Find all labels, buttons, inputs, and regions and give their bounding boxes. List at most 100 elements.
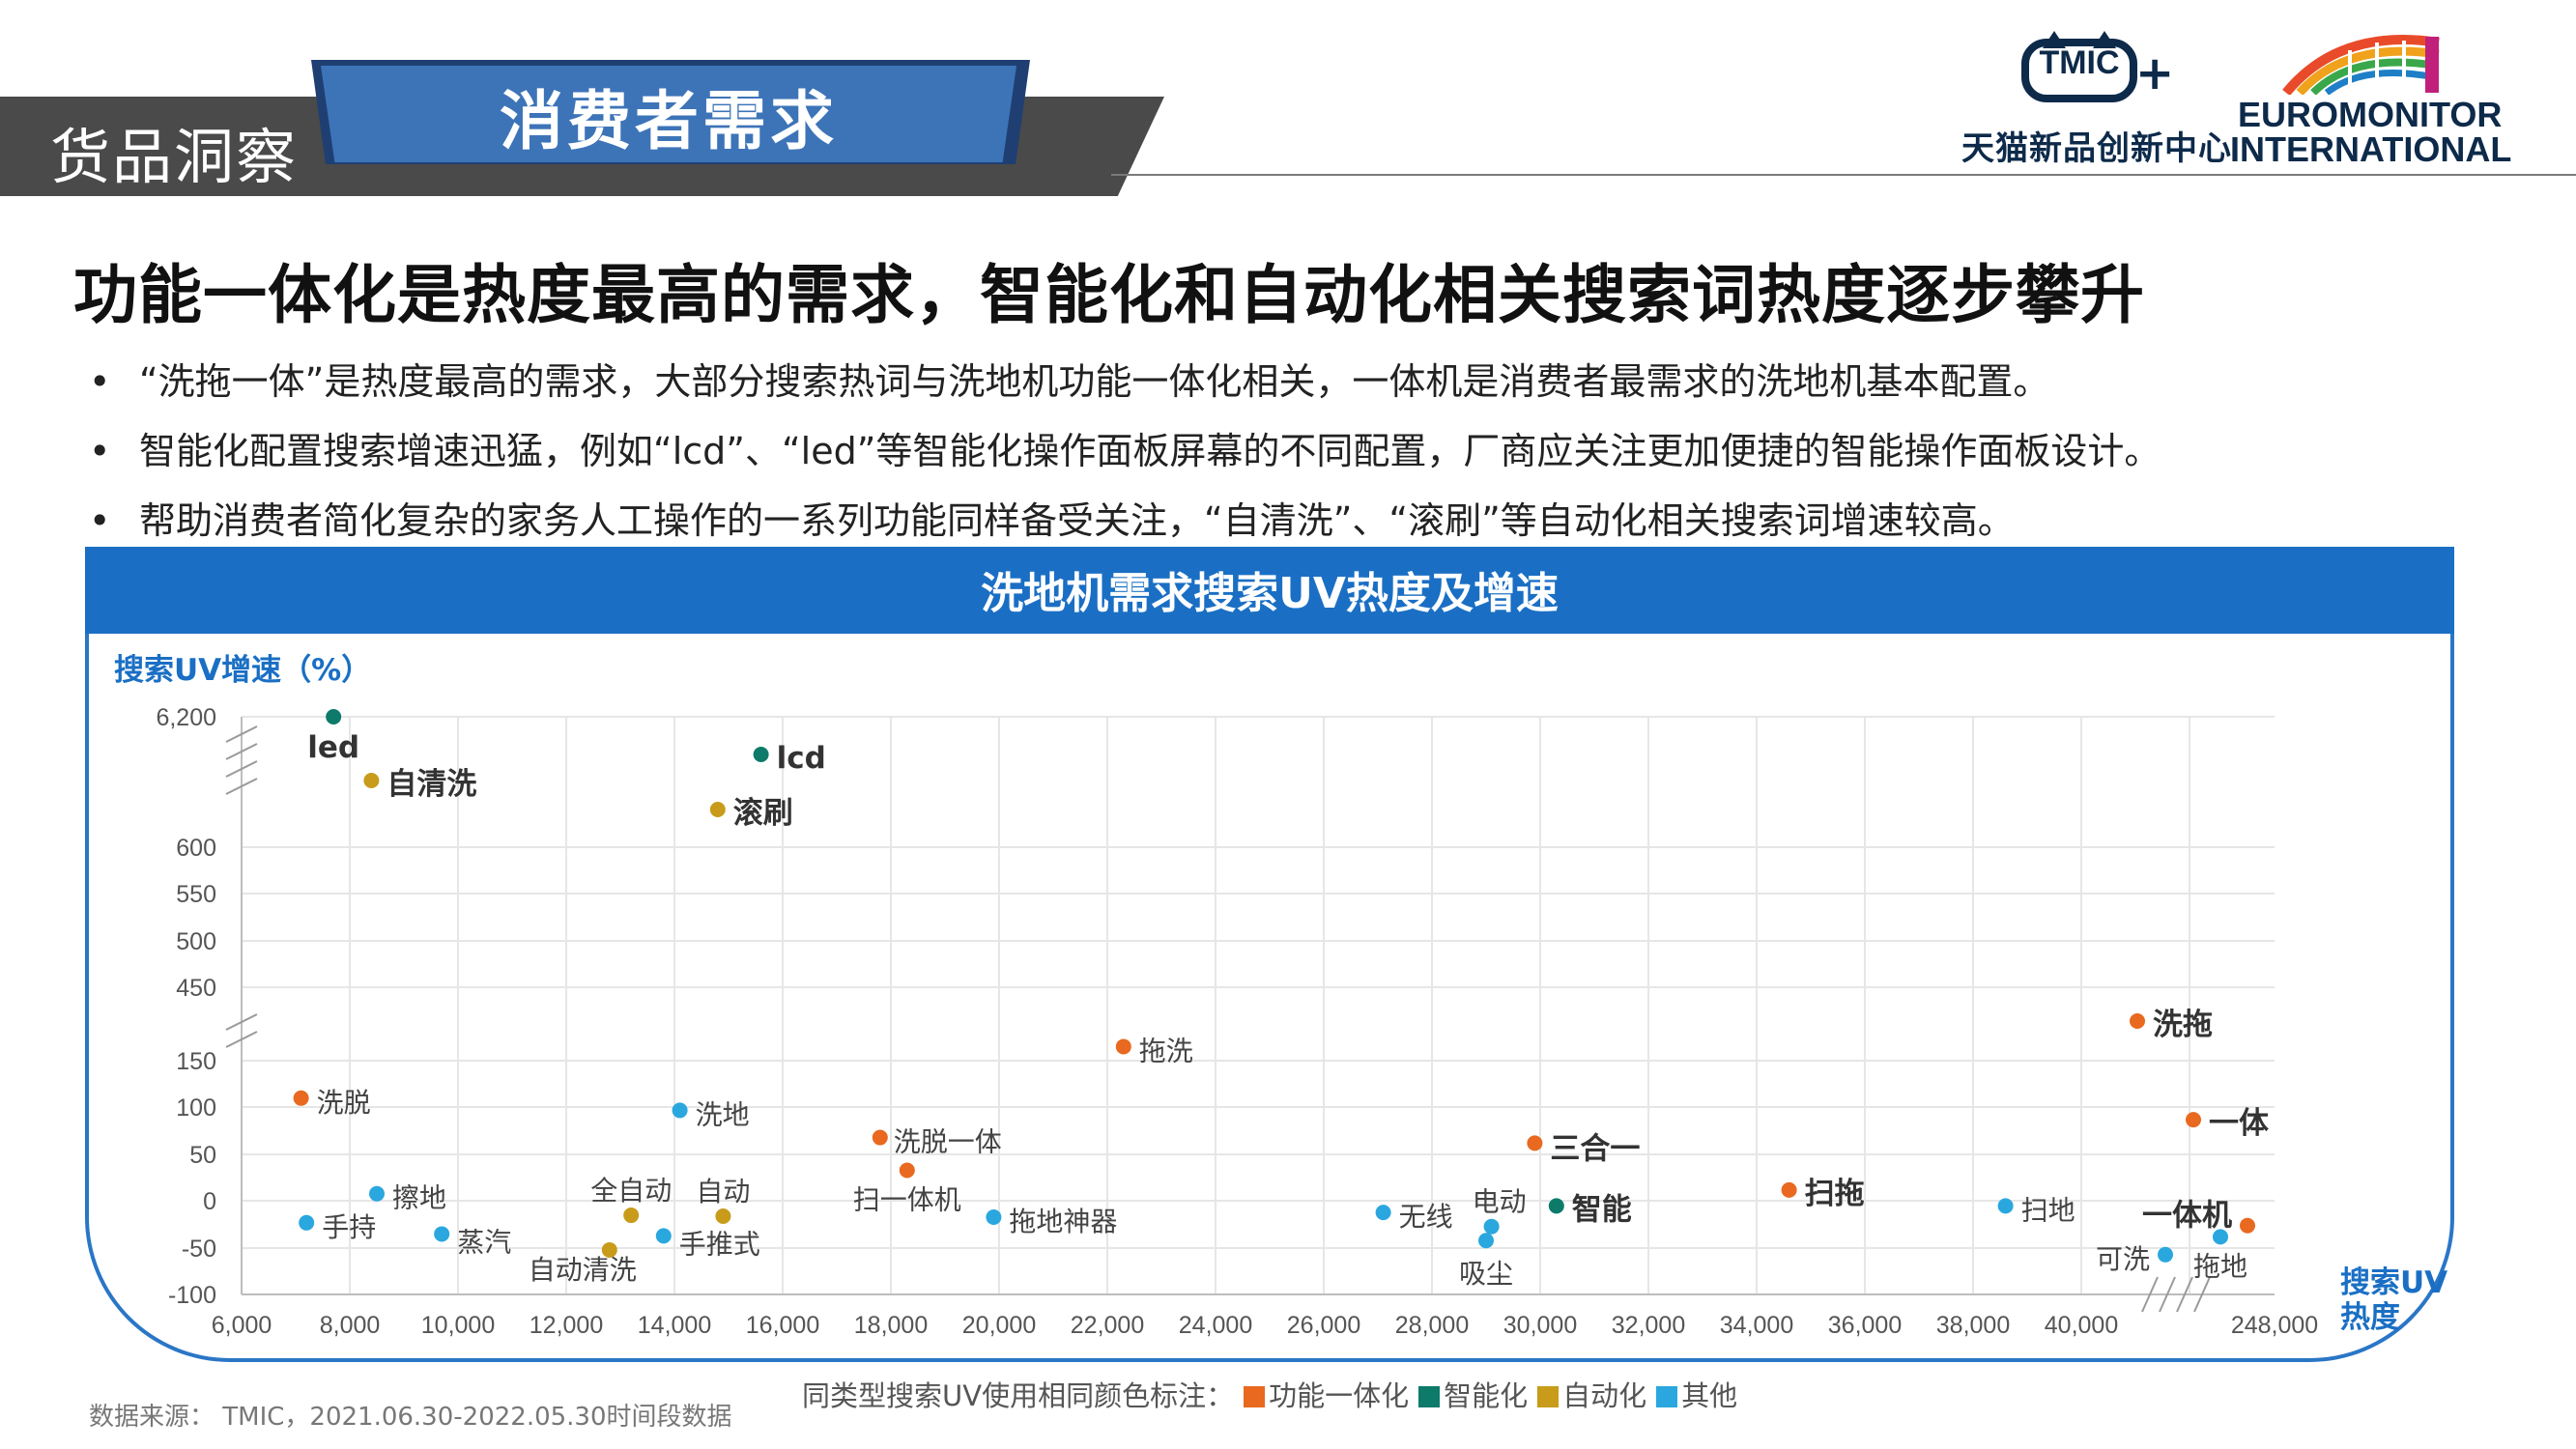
data-label: 手持 [322,1211,376,1243]
y-axis-break-mark [225,778,258,795]
x-tick-label: 16,000 [746,1312,819,1339]
data-point [2240,1217,2255,1234]
x-tick-label: 30,000 [1503,1312,1577,1339]
chart-header-bar [85,547,2454,634]
data-source-note: 数据来源： TMIC，2021.06.30-2022.05.30时间段数据 [89,1403,732,1432]
y-axis-break-mark [225,743,258,760]
legend-swatch [1418,1386,1441,1407]
data-point [899,1162,915,1179]
legend-swatch [1244,1386,1266,1407]
x-tick-label: 22,000 [1071,1312,1144,1339]
x-axis-break-mark [2159,1276,2176,1313]
bullet-item: • 智能化配置搜索增速迅猛，例如“lcd”、“led”等智能化操作面板屏幕的不同配… [89,421,2161,474]
y-axis-break-mark [225,1031,258,1048]
y-axis-break-mark [225,725,258,743]
y-tick-label: 600 [176,835,216,862]
data-label: 一体 [2209,1106,2269,1141]
y-tick-label: -50 [182,1236,216,1263]
bullet-text: 智能化配置搜索增速迅猛，例如“lcd”、“led”等智能化操作面板屏幕的不同配置… [139,430,2161,472]
tmic-logo-text: TMIC [2039,44,2120,81]
data-point [709,802,726,817]
data-point [434,1226,450,1242]
x-axis-break-mark [2141,1276,2159,1313]
data-label: 扫一体机 [853,1183,961,1215]
x-tick-label: 8,000 [320,1312,381,1339]
legend-swatch [1537,1386,1560,1407]
section-label: 货品洞察 [50,122,299,192]
y-tick-label: 150 [176,1048,216,1075]
data-label: 全自动 [590,1175,672,1207]
euromonitor-name-line2: INTERNATIONAL [2230,129,2512,169]
data-point [1527,1135,1543,1151]
data-point [2186,1112,2201,1128]
x-tick-label: 12,000 [530,1312,603,1339]
legend-item: 功能一体化 [1269,1379,1410,1412]
bullet-marker: • [89,499,111,542]
data-point [1483,1218,1500,1235]
data-label: 自动 [696,1176,750,1208]
tab-band [321,66,1016,162]
tmic-plus-icon: + [2135,46,2175,100]
euromonitor-logo-icon [2282,35,2440,95]
data-label: 一体机 [2142,1199,2232,1234]
data-label: 扫拖 [1805,1177,1865,1211]
bullet-text: 帮助消费者简化复杂的家务人工操作的一系列功能同样备受关注，“自清洗”、“滚刷”等… [139,499,2015,542]
data-label: 无线 [1399,1201,1453,1233]
x-tick-label: 32,000 [1612,1312,1685,1339]
data-point [672,1102,688,1119]
data-label: 洗地 [696,1098,750,1130]
data-label: 智能 [1572,1192,1632,1227]
data-point [293,1090,309,1106]
x-tick-label: 18,000 [854,1312,928,1339]
data-point [299,1214,315,1231]
data-label: 洗拖 [2153,1008,2213,1042]
data-point [1548,1198,1564,1214]
data-label: 擦地 [392,1182,446,1214]
data-label: 滚刷 [733,796,793,831]
x-tick-label: 248,000 [2231,1312,2318,1339]
chart-title: 洗地机需求搜索UV热度及增速 [981,569,1559,618]
x-axis-title-line1: 搜索UV [2340,1265,2448,1300]
legend-item: 其他 [1681,1379,1738,1412]
page-headline: 功能一体化是热度最高的需求，智能化和自动化相关搜索词热度逐步攀升 [73,258,2145,332]
x-tick-label: 24,000 [1179,1312,1252,1339]
y-tick-label: 450 [176,975,216,1002]
x-axis-break-mark [2193,1276,2211,1313]
x-tick-label: 20,000 [962,1312,1036,1339]
data-point [2130,1013,2145,1029]
chart-legend: 同类型搜索UV使用相同颜色标注： 功能一体化 智能化 自动化 其他 [802,1374,1737,1414]
data-label: 自动清洗 [529,1254,637,1286]
data-point [753,747,769,762]
euromonitor-name-line1: EUROMONITOR [2238,95,2503,134]
data-point [872,1129,888,1146]
x-tick-label: 14,000 [638,1312,711,1339]
legend-item: 智能化 [1444,1379,1529,1412]
bullet-item: • 帮助消费者简化复杂的家务人工操作的一系列功能同样备受关注，“自清洗”、“滚刷”… [89,491,2015,544]
y-tick-label: 100 [176,1094,216,1122]
y-tick-label: 50 [189,1142,216,1169]
bullet-item: • “洗拖一体”是热度最高的需求，大部分搜索热词与洗地机功能一体化相关，一体机是消… [89,352,2049,405]
data-point [2158,1246,2173,1263]
data-label: 自清洗 [386,767,476,802]
data-point [369,1185,385,1202]
data-label: 洗脱 [317,1087,371,1119]
legend-swatch [1656,1386,1678,1407]
x-tick-label: 28,000 [1395,1312,1469,1339]
tmic-logo-frame [2021,39,2137,102]
y-tick-label: 500 [176,928,216,955]
x-tick-label: 40,000 [2045,1312,2118,1339]
y-tick-label: 6,200 [156,704,216,731]
y-tick-label: 550 [176,881,216,908]
data-point [623,1208,640,1224]
legend-item: 自动化 [1562,1379,1647,1412]
data-label: 电动 [1473,1186,1527,1218]
data-label: 蒸汽 [457,1226,511,1258]
data-point [1115,1038,1131,1055]
data-point [326,709,342,724]
data-label: led [307,730,359,765]
x-tick-label: 26,000 [1287,1312,1360,1339]
data-point [363,773,380,788]
tmic-name: 天猫新品创新中心 [1961,129,2232,168]
y-axis-title: 搜索UV增速（%） [114,653,372,688]
y-axis-break-mark [225,1013,258,1031]
